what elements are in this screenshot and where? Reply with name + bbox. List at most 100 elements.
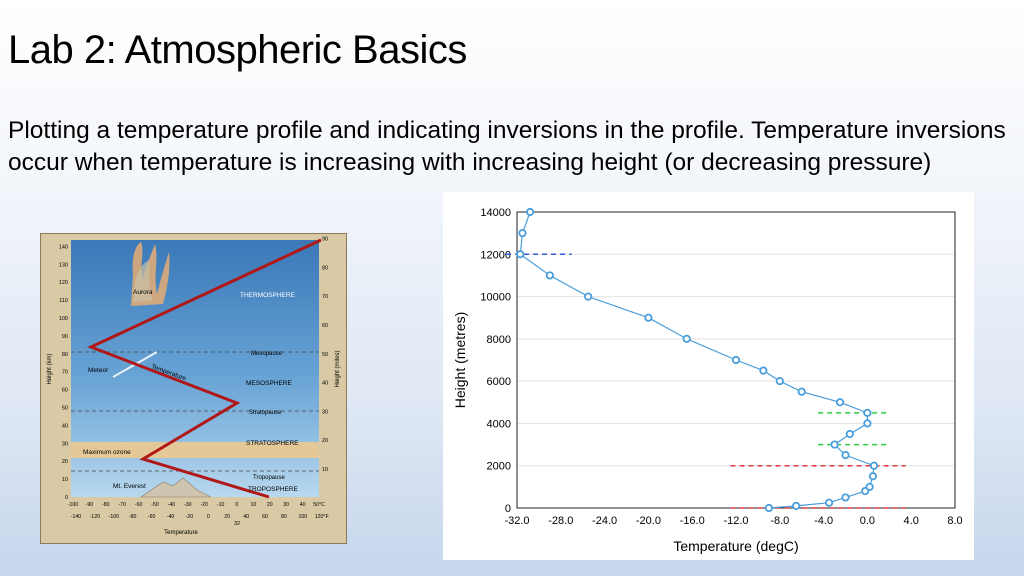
right-axis-label: Height (miles) <box>335 350 341 387</box>
label-stratopause: Stratopause <box>249 410 282 416</box>
x-tick-label: -24.0 <box>592 515 617 527</box>
bottom-axis-label: Temperature <box>164 530 198 536</box>
left-tick-label: 30 <box>62 441 68 447</box>
celsius-tick-label: -50 <box>151 502 159 508</box>
y-tick-label: 14000 <box>480 207 511 219</box>
x-tick-label: -8.0 <box>770 515 789 527</box>
data-point <box>869 461 879 470</box>
slide-title: Lab 2: Atmospheric Basics <box>8 28 467 72</box>
fahrenheit-ticks: -140 -120 -100 -80 -60 -40 -20 0 20 40 60 80 100 120°… <box>71 514 329 520</box>
series-lines <box>519 211 875 509</box>
fahrenheit-tick-label: -120 <box>90 514 100 520</box>
fahrenheit-tick-label: 100 <box>298 514 307 520</box>
left-tick-label: 110 <box>59 298 68 304</box>
celsius-tick-label: -20 <box>200 502 208 508</box>
data-point <box>775 377 784 386</box>
fahrenheit-tick-label: 60 <box>262 514 268 520</box>
right-tick-label: 50 <box>322 352 328 358</box>
left-axis-ticks: 0 10 20 30 40 50 60 70 80 90 100 110 120 130 140 <box>59 244 68 501</box>
left-tick-label: 0 <box>65 495 68 501</box>
celsius-ticks: -100 -90 -80 -70 -60 -50 -40 -30 -20 -10 0 10 20 30 40… <box>68 502 325 508</box>
celsius-tick-label: -100 <box>68 502 78 508</box>
data-point <box>835 398 845 407</box>
left-tick-label: 10 <box>62 477 68 483</box>
label-thermosphere: THERMOSPHERE <box>240 292 296 299</box>
fahrenheit-tick-label: -100 <box>109 514 119 520</box>
label-mesosphere: MESOSPHERE <box>246 380 293 387</box>
data-point <box>731 355 741 365</box>
y-tick-label: 6000 <box>487 376 511 388</box>
data-point <box>682 334 691 343</box>
celsius-tick-label: -30 <box>184 502 192 508</box>
celsius-tick-label: 10 <box>251 502 257 508</box>
fahrenheit-tick-label: -40 <box>167 514 175 520</box>
y-tick-label: 8000 <box>487 334 511 346</box>
temperature-profile-chart: 0 2000 4000 6000 8000 10000 12000 14000 -32.0 -2… <box>443 192 974 560</box>
x-tick-label: -20.0 <box>636 515 661 527</box>
left-tick-label: 50 <box>62 406 68 412</box>
celsius-tick-label: 30 <box>283 502 289 508</box>
celsius-tick-label: 20 <box>267 502 273 508</box>
data-point <box>644 313 653 322</box>
ozone-band <box>71 442 319 458</box>
celsius-tick-label: -80 <box>102 502 110 508</box>
data-point <box>863 419 872 428</box>
right-tick-label: 80 <box>322 265 328 271</box>
data-point <box>526 207 535 217</box>
aurora-graphic <box>131 242 170 306</box>
x-tick-label: -28.0 <box>548 515 573 527</box>
mountain-graphic <box>140 477 212 498</box>
y-tick-label: 0 <box>505 503 511 515</box>
label-troposphere: TROPOSPHERE <box>248 486 299 493</box>
data-point <box>845 429 854 439</box>
fahrenheit-tick-label: 40 <box>243 514 249 520</box>
label-meteor: Meteor <box>88 367 109 374</box>
celsius-tick-label: -10 <box>217 502 225 508</box>
celsius-tick-label: 40 <box>300 502 306 508</box>
fahrenheit-tick-label: 120°F <box>315 514 329 520</box>
y-tick-label: 12000 <box>480 249 511 261</box>
left-tick-label: 140 <box>59 244 68 250</box>
data-point <box>824 498 834 507</box>
right-tick-label: 20 <box>322 438 328 444</box>
y-tick-label: 4000 <box>487 418 511 430</box>
label-maximum-ozone: Maximum ozone <box>83 449 131 456</box>
left-tick-label: 130 <box>59 262 68 268</box>
x-tick-label: -32.0 <box>504 515 529 527</box>
data-point <box>518 229 527 238</box>
celsius-tick-label: -40 <box>168 502 176 508</box>
left-tick-label: 60 <box>62 388 68 394</box>
right-tick-label: 70 <box>322 294 328 300</box>
data-point <box>759 366 768 375</box>
right-tick-label: 90 <box>322 237 328 243</box>
left-tick-label: 40 <box>62 423 68 429</box>
left-tick-label: 90 <box>62 334 68 340</box>
left-tick-label: 70 <box>62 370 68 376</box>
label-tropopause: Tropopause <box>253 475 285 481</box>
atmosphere-diagram-svg: THERMOSPHERE Mesopause MESOSPHERE Strato… <box>47 237 341 536</box>
fahrenheit-tick-label: -80 <box>129 514 137 520</box>
left-tick-label: 80 <box>62 352 68 358</box>
x-tick-label: -16.0 <box>680 515 705 527</box>
x-tick-label: -4.0 <box>814 515 833 527</box>
right-axis-ticks: 10 20 30 40 50 60 70 80 90 <box>322 237 328 473</box>
y-tick-label: 2000 <box>487 461 511 473</box>
data-point <box>865 482 874 491</box>
y-tick-label: 10000 <box>480 292 511 304</box>
right-tick-label: 10 <box>322 467 328 473</box>
data-point <box>764 503 773 513</box>
right-tick-label: 60 <box>322 323 328 329</box>
label-aurora: Aurora <box>133 289 153 296</box>
fahrenheit-tick-label: -140 <box>71 514 81 520</box>
fahrenheit-tick-label: 20 <box>224 514 230 520</box>
x-tick-label: 0.0 <box>860 515 875 527</box>
left-tick-label: 120 <box>59 280 68 286</box>
fahrenheit-tick-label: 80 <box>281 514 287 520</box>
left-tick-label: 20 <box>62 459 68 465</box>
x-tick-label: -12.0 <box>723 515 748 527</box>
x-tick-labels: -32.0 -28.0 -24.0 -20.0 -16.0 -12.0 -8.0 -4.0 0.… <box>504 515 962 527</box>
data-point <box>545 271 554 280</box>
right-tick-label: 40 <box>322 381 328 387</box>
series-points <box>516 207 879 513</box>
x-tick-label: 4.0 <box>904 515 919 527</box>
